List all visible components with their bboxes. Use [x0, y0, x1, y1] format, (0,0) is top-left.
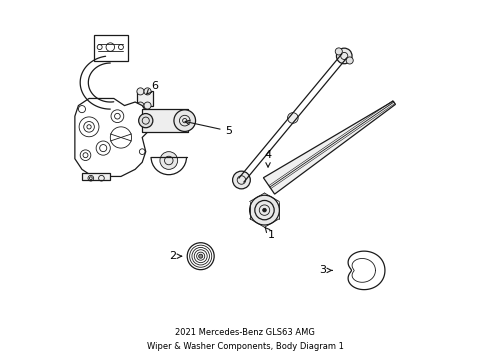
- Circle shape: [137, 88, 144, 95]
- Polygon shape: [82, 173, 110, 180]
- Circle shape: [144, 88, 151, 95]
- Circle shape: [137, 102, 144, 109]
- Polygon shape: [137, 91, 153, 105]
- Polygon shape: [264, 101, 395, 194]
- Text: 6: 6: [147, 81, 158, 94]
- Text: 1: 1: [265, 228, 275, 240]
- Circle shape: [288, 113, 298, 123]
- Polygon shape: [348, 251, 385, 290]
- Circle shape: [346, 57, 353, 64]
- Circle shape: [337, 48, 352, 64]
- Circle shape: [335, 48, 343, 55]
- Polygon shape: [75, 99, 149, 176]
- Circle shape: [263, 208, 266, 212]
- Circle shape: [174, 110, 196, 131]
- Circle shape: [144, 102, 151, 109]
- Polygon shape: [142, 109, 188, 132]
- Text: 2021 Mercedes-Benz GLS63 AMG: 2021 Mercedes-Benz GLS63 AMG: [175, 328, 315, 337]
- Circle shape: [198, 254, 203, 258]
- Text: 2: 2: [169, 251, 182, 261]
- Text: 5: 5: [185, 120, 233, 136]
- Text: Wiper & Washer Components, Body Diagram 1: Wiper & Washer Components, Body Diagram …: [147, 342, 343, 351]
- Text: 4: 4: [265, 150, 271, 167]
- Circle shape: [160, 152, 178, 169]
- Circle shape: [233, 171, 250, 189]
- Text: 3: 3: [319, 265, 332, 275]
- Circle shape: [139, 113, 153, 128]
- Polygon shape: [95, 35, 128, 61]
- Circle shape: [249, 195, 279, 225]
